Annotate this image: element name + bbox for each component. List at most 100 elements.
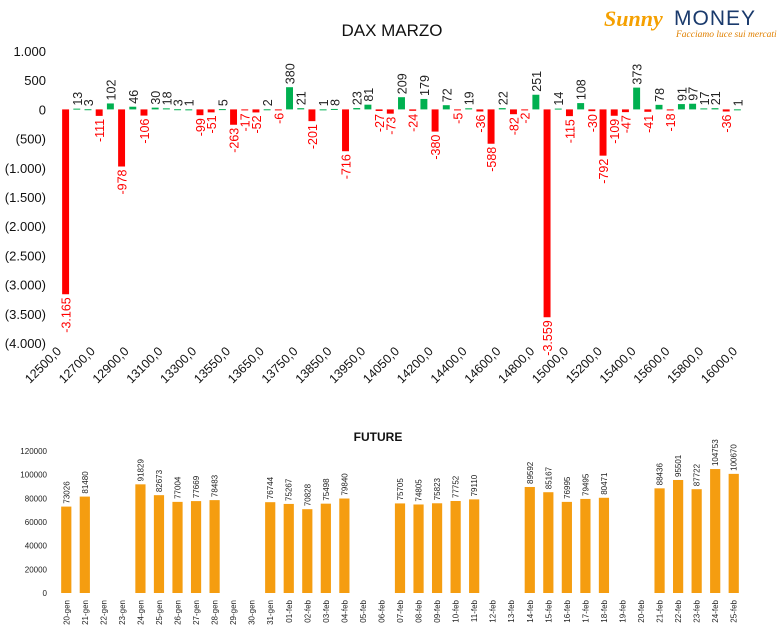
- dax-y-tick-label: (2.000): [5, 219, 46, 234]
- dax-y-tick-label: (500): [16, 132, 46, 147]
- logo-money-text: MONEY: [674, 7, 757, 30]
- dax-bar: [297, 108, 305, 110]
- dax-x-tick-label: 13650,0: [225, 344, 267, 386]
- dax-y-tick-label: 1.000: [13, 44, 46, 59]
- future-x-tick-label: 14-feb: [526, 599, 535, 622]
- dax-y-tick-label: (3.500): [5, 307, 46, 322]
- dax-data-label: -30: [586, 114, 600, 132]
- dax-bar: [62, 109, 70, 295]
- future-x-tick-label: 10-feb: [452, 599, 461, 622]
- future-x-tick-label: 02-feb: [303, 599, 312, 622]
- future-data-label: 104753: [711, 439, 720, 466]
- future-x-tick-label: 01-feb: [285, 599, 294, 622]
- future-data-label: 77752: [452, 475, 461, 498]
- dax-bar: [599, 109, 607, 156]
- dax-data-label: 179: [418, 75, 432, 96]
- future-x-tick-label: 22-feb: [674, 599, 683, 622]
- dax-data-label: -24: [407, 114, 421, 132]
- future-x-tick-label: 23-gen: [118, 600, 127, 625]
- dax-bar: [588, 109, 596, 112]
- future-bar: [561, 501, 572, 593]
- dax-x-tick-label: 13750,0: [259, 344, 301, 386]
- future-x-tick-label: 25-gen: [155, 600, 164, 625]
- dax-x-tick-label: 15200,0: [563, 344, 605, 386]
- future-data-label: 85167: [544, 466, 553, 489]
- dax-data-label: 102: [104, 80, 118, 101]
- future-data-label: 95501: [674, 454, 683, 477]
- future-y-tick-label: 60000: [25, 518, 48, 527]
- dax-data-label: 46: [127, 90, 141, 104]
- dax-data-label: 21: [709, 91, 723, 105]
- dax-bar: [118, 109, 126, 167]
- dax-bar: [162, 108, 170, 110]
- dax-data-label: 17: [698, 91, 712, 105]
- future-x-tick-label: 06-feb: [377, 599, 386, 622]
- dax-bar: [722, 109, 730, 112]
- dax-data-label: 3: [172, 99, 186, 106]
- future-bar: [580, 498, 591, 593]
- dax-data-label: -111: [93, 119, 107, 142]
- dax-bar: [487, 109, 495, 144]
- dax-data-label: 209: [396, 73, 410, 94]
- future-data-label: 100670: [730, 444, 739, 471]
- dax-bar: [330, 108, 338, 110]
- future-data-label: 80471: [600, 472, 609, 495]
- dax-data-label: 2: [261, 99, 275, 106]
- future-x-tick-label: 13-feb: [507, 599, 516, 622]
- dax-data-label: 1: [317, 99, 331, 106]
- dax-bar: [666, 109, 674, 111]
- dax-bar: [386, 109, 394, 114]
- dax-y-tick-label: 500: [24, 73, 46, 88]
- dax-data-label: -41: [642, 115, 656, 133]
- dax-x-tick-label: 13950,0: [326, 344, 368, 386]
- dax-bar: [442, 105, 450, 110]
- dax-data-label: -47: [619, 115, 633, 133]
- dax-data-label: 251: [530, 71, 544, 92]
- dax-data-label: -36: [474, 114, 488, 132]
- future-bar: [320, 503, 331, 593]
- future-x-tick-label: 20-feb: [637, 599, 646, 622]
- future-x-tick-label: 24-gen: [136, 600, 145, 625]
- dax-y-tick-label: (4.000): [5, 336, 46, 351]
- future-bar: [172, 501, 183, 593]
- dax-bar: [286, 87, 294, 110]
- dax-data-label: -36: [720, 114, 734, 132]
- dax-bar: [420, 98, 428, 110]
- future-data-label: 79110: [470, 474, 479, 496]
- future-x-tick-label: 18-feb: [600, 599, 609, 622]
- dax-bar: [577, 103, 585, 110]
- future-bar: [691, 489, 702, 593]
- dax-x-tick-label: 13100,0: [124, 344, 166, 386]
- dax-bar: [263, 109, 271, 111]
- future-x-tick-label: 20-gen: [62, 600, 71, 625]
- dax-x-tick-label: 14200,0: [394, 344, 436, 386]
- future-y-tick-label: 20000: [25, 565, 48, 574]
- future-data-label: 76995: [563, 476, 572, 499]
- dax-bar: [498, 108, 506, 110]
- dax-bar: [733, 109, 741, 111]
- dax-bar: [655, 104, 663, 110]
- future-bar: [153, 495, 165, 593]
- dax-bar: [84, 109, 92, 111]
- dax-bar: [129, 106, 137, 110]
- dax-data-label: 108: [575, 79, 589, 100]
- dax-data-label: -99: [194, 118, 208, 136]
- dax-data-label: 22: [496, 91, 510, 105]
- dax-data-label: 30: [149, 91, 163, 105]
- dax-data-label: 1: [731, 99, 745, 106]
- dax-bar: [409, 109, 417, 111]
- dax-bar: [95, 109, 103, 116]
- dax-bar: [151, 107, 159, 110]
- future-bar: [469, 499, 480, 593]
- dax-x-tick-label: 14600,0: [462, 344, 504, 386]
- logo-sunny-text: Sunny: [604, 6, 663, 31]
- dax-bar: [476, 109, 484, 112]
- dax-bar: [140, 109, 148, 116]
- dax-data-label: -109: [608, 119, 622, 144]
- logo-tagline: Facciamo luce sui mercati: [676, 30, 777, 40]
- future-data-label: 75498: [322, 478, 331, 501]
- dax-data-label: -3.559: [541, 320, 555, 355]
- future-x-tick-label: 30-gen: [248, 600, 257, 625]
- dax-bar: [252, 109, 260, 113]
